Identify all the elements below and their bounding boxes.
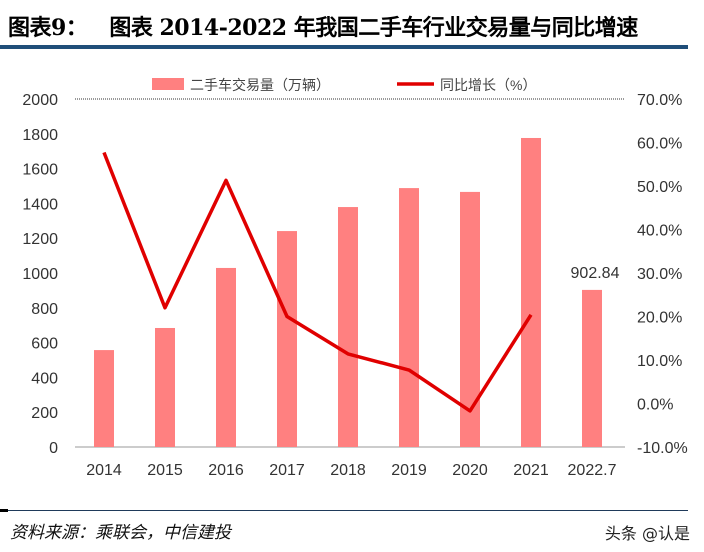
right-tick-label: 20.0% <box>637 310 682 327</box>
legend-label-line: 同比增长（%） <box>440 77 536 93</box>
footer-rule <box>8 510 688 511</box>
header-rule <box>0 45 688 49</box>
chart: 二手车交易量（万辆） 同比增长（%） 0 200 400 600 800 1000 1200… <box>22 77 688 479</box>
bar <box>94 350 114 447</box>
left-tick-label: 600 <box>31 336 58 353</box>
x-tick-label: 2018 <box>330 462 366 479</box>
bar <box>582 289 602 447</box>
right-tick-label: 60.0% <box>637 136 682 153</box>
bar <box>399 188 419 447</box>
bar <box>155 327 175 447</box>
bar <box>338 207 358 447</box>
right-tick-label: 70.0% <box>637 92 682 109</box>
left-tick-label: 1800 <box>22 127 58 144</box>
legend-label-bar: 二手车交易量（万辆） <box>190 77 330 93</box>
left-tick-label: 0 <box>49 440 58 457</box>
left-tick-label: 200 <box>31 405 58 422</box>
right-tick-label: 0.0% <box>637 397 673 414</box>
right-tick-label: 10.0% <box>637 353 682 370</box>
bar <box>521 137 541 447</box>
figure-label: 图表9： <box>8 15 88 41</box>
right-tick-label: 30.0% <box>637 266 682 283</box>
left-tick-label: 800 <box>31 301 58 318</box>
x-tick-label: 2022.7 <box>568 462 617 479</box>
left-tick-label: 1400 <box>22 196 58 213</box>
chart-title: 图表9： 图表 2014-2022 年我国二手车行业交易量与同比增速 <box>8 10 638 42</box>
growth-line <box>102 151 533 413</box>
figure-title: 图表 2014-2022 年我国二手车行业交易量与同比增速 <box>109 15 638 41</box>
source-note: 资料来源：乘联会，中信建投 <box>10 523 231 543</box>
footer-mark <box>0 509 8 512</box>
x-tick-label: 2014 <box>86 462 122 479</box>
x-tick-label: 2021 <box>513 462 549 479</box>
bar <box>216 267 236 447</box>
bar <box>277 231 297 447</box>
x-tick-label: 2017 <box>269 462 305 479</box>
left-tick-label: 1000 <box>22 266 58 283</box>
left-tick-label: 400 <box>31 370 58 387</box>
right-tick-label: 40.0% <box>637 223 682 240</box>
x-tick-label: 2020 <box>452 462 488 479</box>
left-tick-label: 2000 <box>22 92 58 109</box>
legend: 二手车交易量（万辆） 同比增长（%） <box>152 77 536 93</box>
left-tick-label: 1600 <box>22 162 58 179</box>
x-tick-label: 2019 <box>391 462 427 479</box>
x-tick-label: 2015 <box>147 462 183 479</box>
left-tick-label: 1200 <box>22 231 58 248</box>
legend-swatch-bar <box>152 78 184 90</box>
watermark: 头条 @认是 <box>604 524 690 543</box>
right-tick-label: -10.0% <box>637 440 688 457</box>
x-tick-label: 2016 <box>208 462 244 479</box>
data-label: 902.84 <box>571 265 620 282</box>
bar <box>460 191 480 447</box>
right-tick-label: 50.0% <box>637 179 682 196</box>
